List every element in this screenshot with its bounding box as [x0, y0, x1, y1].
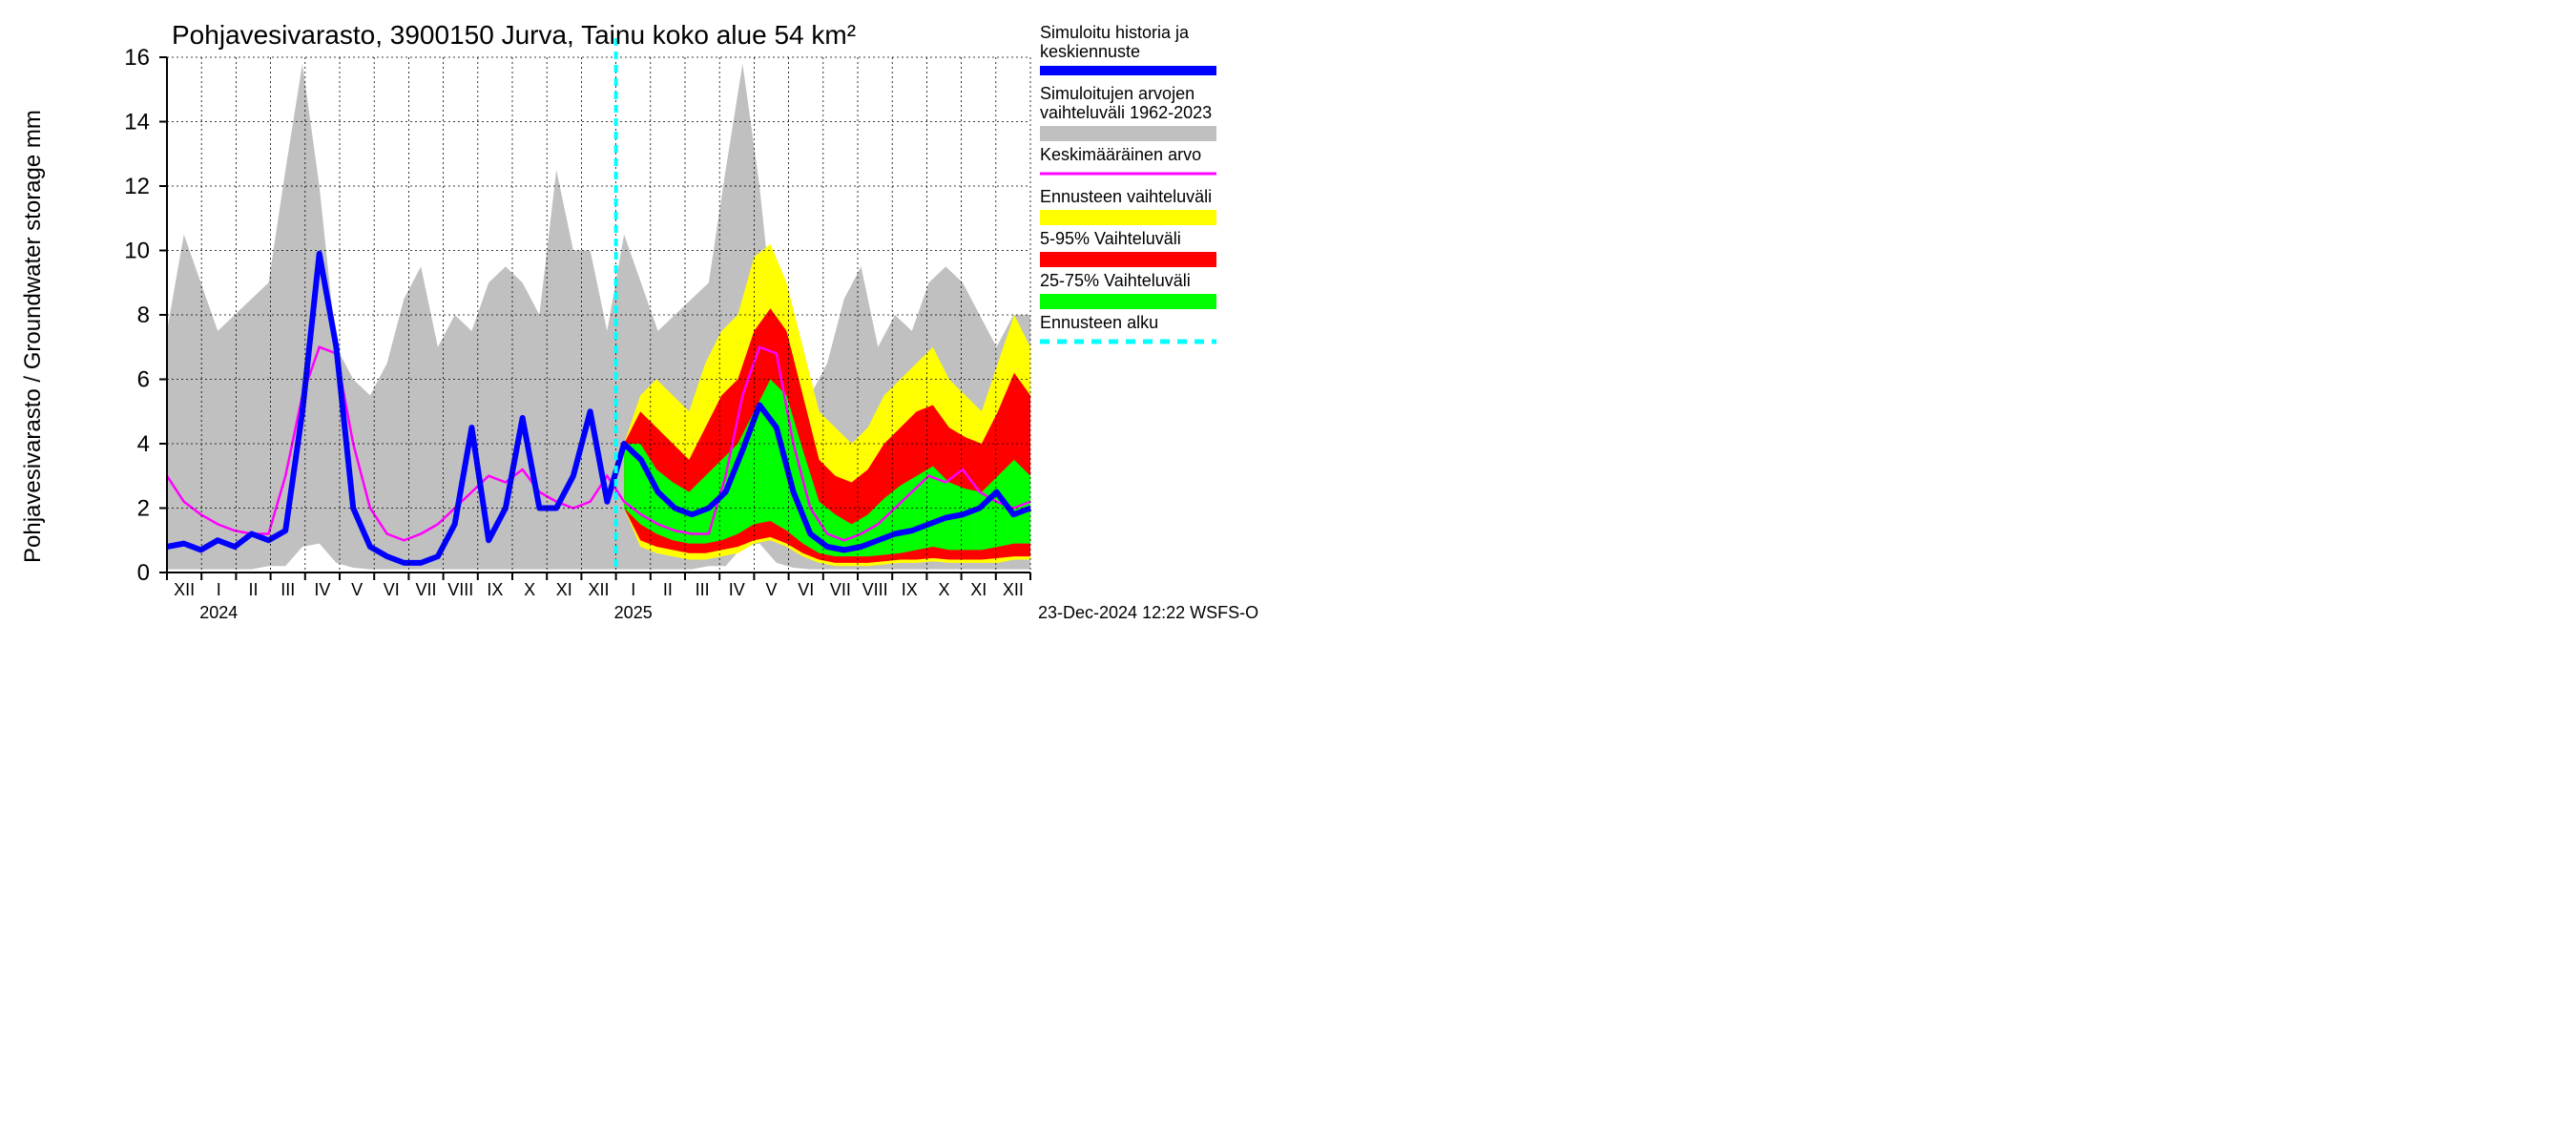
x-tick-label: XI [970, 580, 987, 599]
x-tick-label: IX [487, 580, 503, 599]
y-tick-label: 6 [137, 367, 150, 393]
chart-title: Pohjavesivarasto, 3900150 Jurva, Tainu k… [172, 20, 856, 50]
y-tick-label: 14 [124, 110, 150, 135]
legend-label: vaihteluväli 1962-2023 [1040, 103, 1212, 122]
x-tick-label: I [631, 580, 635, 599]
legend-swatch [1040, 294, 1216, 309]
x-tick-label: V [765, 580, 777, 599]
legend-label: 5-95% Vaihteluväli [1040, 229, 1181, 248]
y-tick-label: 4 [137, 431, 150, 457]
chart-container: 0246810121416XIIIIIIIIIVVVIVIIVIIIIXXXIX… [0, 0, 1454, 646]
legend-label: Ennusteen alku [1040, 313, 1158, 332]
year-label: 2024 [199, 603, 238, 622]
y-tick-label: 0 [137, 560, 150, 586]
timestamp-label: 23-Dec-2024 12:22 WSFS-O [1038, 603, 1258, 622]
x-tick-label: VIII [862, 580, 888, 599]
y-tick-label: 8 [137, 302, 150, 328]
x-tick-label: VI [798, 580, 814, 599]
x-tick-label: VI [384, 580, 400, 599]
x-tick-label: X [938, 580, 949, 599]
legend-label: keskiennuste [1040, 42, 1140, 61]
y-tick-label: 12 [124, 174, 150, 199]
x-tick-label: VIII [447, 580, 473, 599]
x-tick-label: IV [729, 580, 745, 599]
y-axis-label: Pohjavesivarasto / Groundwater storage m… [20, 110, 46, 563]
x-tick-label: II [248, 580, 258, 599]
x-tick-label: III [696, 580, 710, 599]
legend-swatch [1040, 210, 1216, 225]
legend-swatch [1040, 252, 1216, 267]
y-tick-label: 2 [137, 496, 150, 522]
legend-swatch [1040, 126, 1216, 141]
y-tick-label: 16 [124, 45, 150, 71]
x-tick-label: XII [588, 580, 609, 599]
x-tick-label: VII [415, 580, 436, 599]
x-tick-label: V [351, 580, 363, 599]
legend-label: Ennusteen vaihteluväli [1040, 187, 1212, 206]
legend-label: Simuloitujen arvojen [1040, 84, 1195, 103]
x-tick-label: IV [314, 580, 330, 599]
x-tick-label: XI [556, 580, 572, 599]
x-tick-label: II [663, 580, 673, 599]
x-tick-label: VII [830, 580, 851, 599]
x-tick-label: I [217, 580, 221, 599]
x-tick-label: XII [174, 580, 195, 599]
year-label: 2025 [614, 603, 653, 622]
legend-label: 25-75% Vaihteluväli [1040, 271, 1191, 290]
x-tick-label: X [524, 580, 535, 599]
legend-label: Keskimääräinen arvo [1040, 145, 1201, 164]
y-tick-label: 10 [124, 239, 150, 264]
x-tick-label: XII [1003, 580, 1024, 599]
x-tick-label: IX [902, 580, 918, 599]
legend-label: Simuloitu historia ja [1040, 23, 1190, 42]
x-tick-label: III [280, 580, 295, 599]
groundwater-chart: 0246810121416XIIIIIIIIIVVVIVIIVIIIIXXXIX… [0, 0, 1454, 646]
